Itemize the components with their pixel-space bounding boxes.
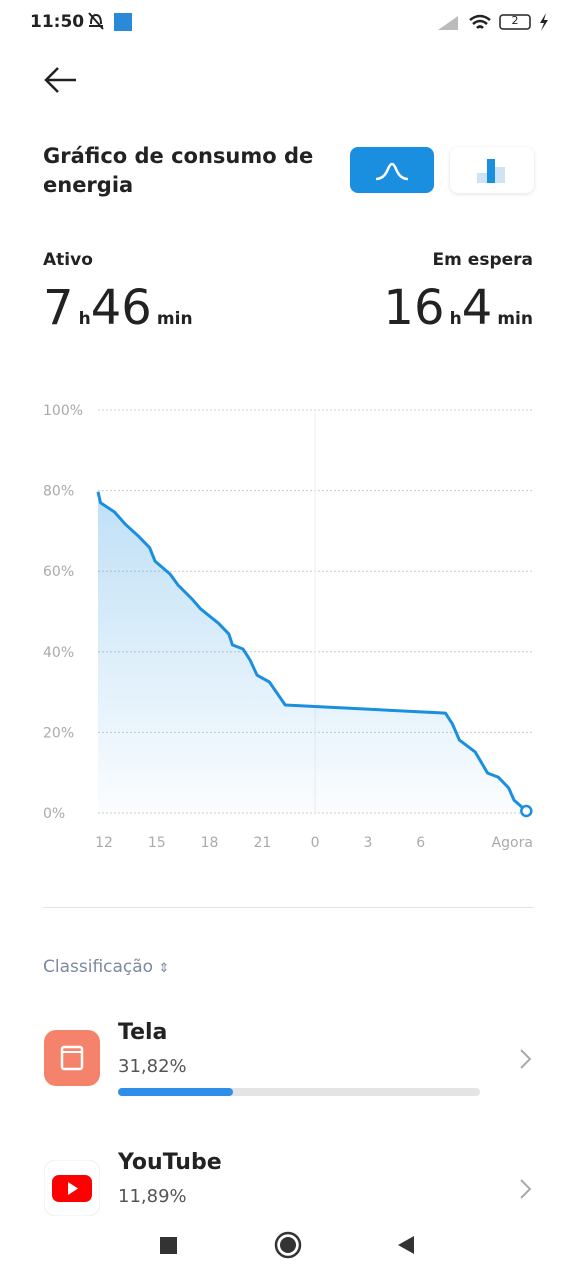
y-tick-label: 100% xyxy=(43,403,83,419)
hours: 7 xyxy=(43,280,74,336)
chevron xyxy=(520,1179,532,1199)
hours: 16 xyxy=(383,280,445,336)
x-tick-label: 12 xyxy=(95,835,113,851)
app-name: Tela xyxy=(118,1020,168,1045)
usage-track xyxy=(118,1088,480,1096)
status-icons xyxy=(88,12,132,31)
unit: h xyxy=(449,309,462,329)
standby-time: 16 h4 min xyxy=(383,280,533,336)
nav-home[interactable] xyxy=(272,1229,304,1261)
back-button[interactable] xyxy=(40,62,84,98)
bar-icon xyxy=(477,159,505,183)
active-label: Ativo xyxy=(43,250,93,270)
nav-recents[interactable] xyxy=(160,1237,177,1254)
y-tick-label: 20% xyxy=(43,725,74,741)
y-tick-label: 80% xyxy=(43,484,74,500)
x-tick-label: 6 xyxy=(416,835,425,851)
x-tick-label: 18 xyxy=(201,835,219,851)
battery-level: 2 xyxy=(511,14,519,27)
app-icon xyxy=(43,1159,101,1220)
battery-chart: 0% 20% 40% 60% 80% 100% 12 15 18 21 0 3 6 Agora xyxy=(43,403,533,851)
status-time: 11:50 xyxy=(30,12,85,32)
x-tick-label: 15 xyxy=(148,835,166,851)
x-tick-label: 3 xyxy=(363,835,372,851)
standby-label: Em espera xyxy=(432,250,533,270)
youtube-icon xyxy=(43,1159,101,1217)
minutes: 4 xyxy=(461,280,493,336)
screen-icon xyxy=(44,1030,100,1086)
app-row[interactable]: Tela 31,82% xyxy=(0,1020,576,1130)
divider xyxy=(43,907,534,908)
sort-button[interactable]: Classificação ⇕ xyxy=(43,957,169,977)
minutes: 46 xyxy=(90,280,152,336)
app-name: YouTube xyxy=(118,1150,222,1175)
chevron xyxy=(520,1049,532,1069)
x-tick-label: 21 xyxy=(253,835,271,851)
usage-bar xyxy=(118,1088,234,1096)
nav-back[interactable] xyxy=(396,1234,416,1256)
unit: min xyxy=(497,309,533,329)
line-icon xyxy=(375,162,409,181)
unit: h xyxy=(78,309,91,329)
y-tick-label: 40% xyxy=(43,645,74,661)
app-row[interactable]: YouTube 11,89% xyxy=(0,1150,576,1240)
page-title: Gráfico de consumo de energia xyxy=(43,144,314,197)
x-tick-label: Agora xyxy=(492,835,533,851)
area xyxy=(98,491,527,813)
sort-icon: ⇕ xyxy=(158,961,170,976)
sort-label: Classificação xyxy=(43,957,154,977)
end-point xyxy=(520,804,533,818)
line-view-toggle[interactable] xyxy=(350,147,434,193)
active-time: 7 h46 min xyxy=(43,280,193,336)
bar-view-toggle[interactable] xyxy=(450,147,534,193)
y-tick-label: 0% xyxy=(43,806,65,822)
unit: min xyxy=(156,309,193,329)
app-percent: 31,82% xyxy=(118,1056,187,1077)
app-icon xyxy=(44,1030,100,1090)
status-right xyxy=(438,13,548,31)
x-tick-label: 0 xyxy=(311,835,320,851)
app-percent: 11,89% xyxy=(118,1186,187,1207)
y-tick-label: 60% xyxy=(43,564,74,580)
line xyxy=(96,491,528,813)
